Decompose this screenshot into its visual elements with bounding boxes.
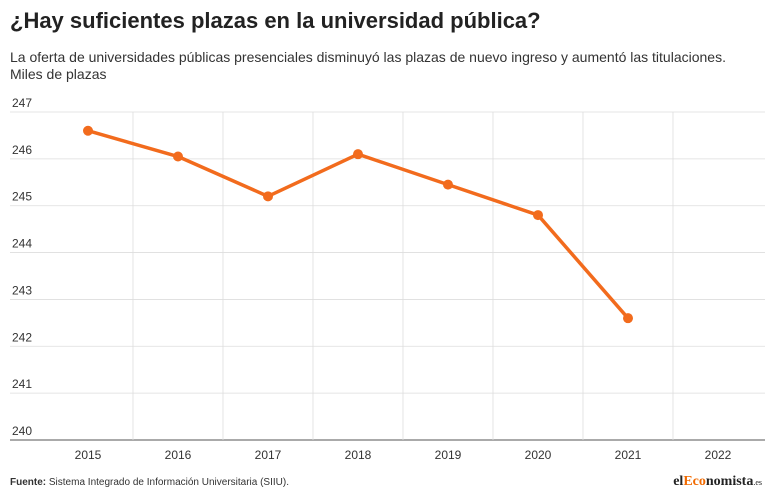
x-tick-label: 2019: [435, 448, 462, 462]
source-label: Fuente:: [10, 477, 47, 488]
logo-part1: el: [673, 474, 684, 489]
y-tick-label: 241: [12, 377, 32, 391]
data-point[interactable]: [533, 210, 543, 221]
y-tick-label: 246: [12, 143, 32, 157]
gridlines: [10, 111, 765, 441]
data-point[interactable]: [353, 149, 363, 160]
y-tick-label: 247: [12, 96, 32, 110]
logo-part2: Eco: [683, 474, 706, 489]
y-tick-label: 243: [12, 283, 32, 297]
y-tick-label: 244: [12, 237, 32, 251]
x-axis-ticks: 2015 2016 2017 2018 2019 2020 2021 2022: [75, 448, 732, 462]
x-tick-label: 2022: [705, 448, 732, 462]
chart-title: ¿Hay suficientes plazas en la universida…: [10, 8, 541, 33]
logo-part4: .es: [753, 478, 762, 487]
x-tick-label: 2017: [255, 448, 282, 462]
x-tick-label: 2021: [615, 448, 642, 462]
y-tick-label: 245: [12, 190, 32, 204]
series-line: [83, 125, 633, 324]
source-text: Sistema Integrado de Información Univers…: [46, 477, 289, 488]
unit-label: Miles de plazas: [10, 66, 107, 82]
y-tick-label: 240: [12, 424, 32, 438]
chart-subtitle: La oferta de universidades públicas pres…: [10, 49, 726, 65]
source-note: Fuente: Sistema Integrado de Información…: [10, 477, 289, 488]
data-point[interactable]: [263, 191, 273, 202]
data-point[interactable]: [623, 313, 633, 324]
y-tick-label: 242: [12, 330, 32, 344]
x-tick-label: 2015: [75, 448, 102, 462]
logo-part3: nomista: [705, 474, 754, 489]
x-tick-label: 2016: [165, 448, 192, 462]
data-point[interactable]: [83, 125, 93, 136]
x-tick-label: 2018: [345, 448, 372, 462]
x-tick-label: 2020: [525, 448, 552, 462]
data-point[interactable]: [173, 151, 183, 162]
y-axis-ticks: 240 241 242 243 244 245 246 247: [12, 96, 32, 438]
eleconomista-logo[interactable]: elEconomista.es: [673, 474, 762, 490]
data-point[interactable]: [443, 179, 453, 190]
